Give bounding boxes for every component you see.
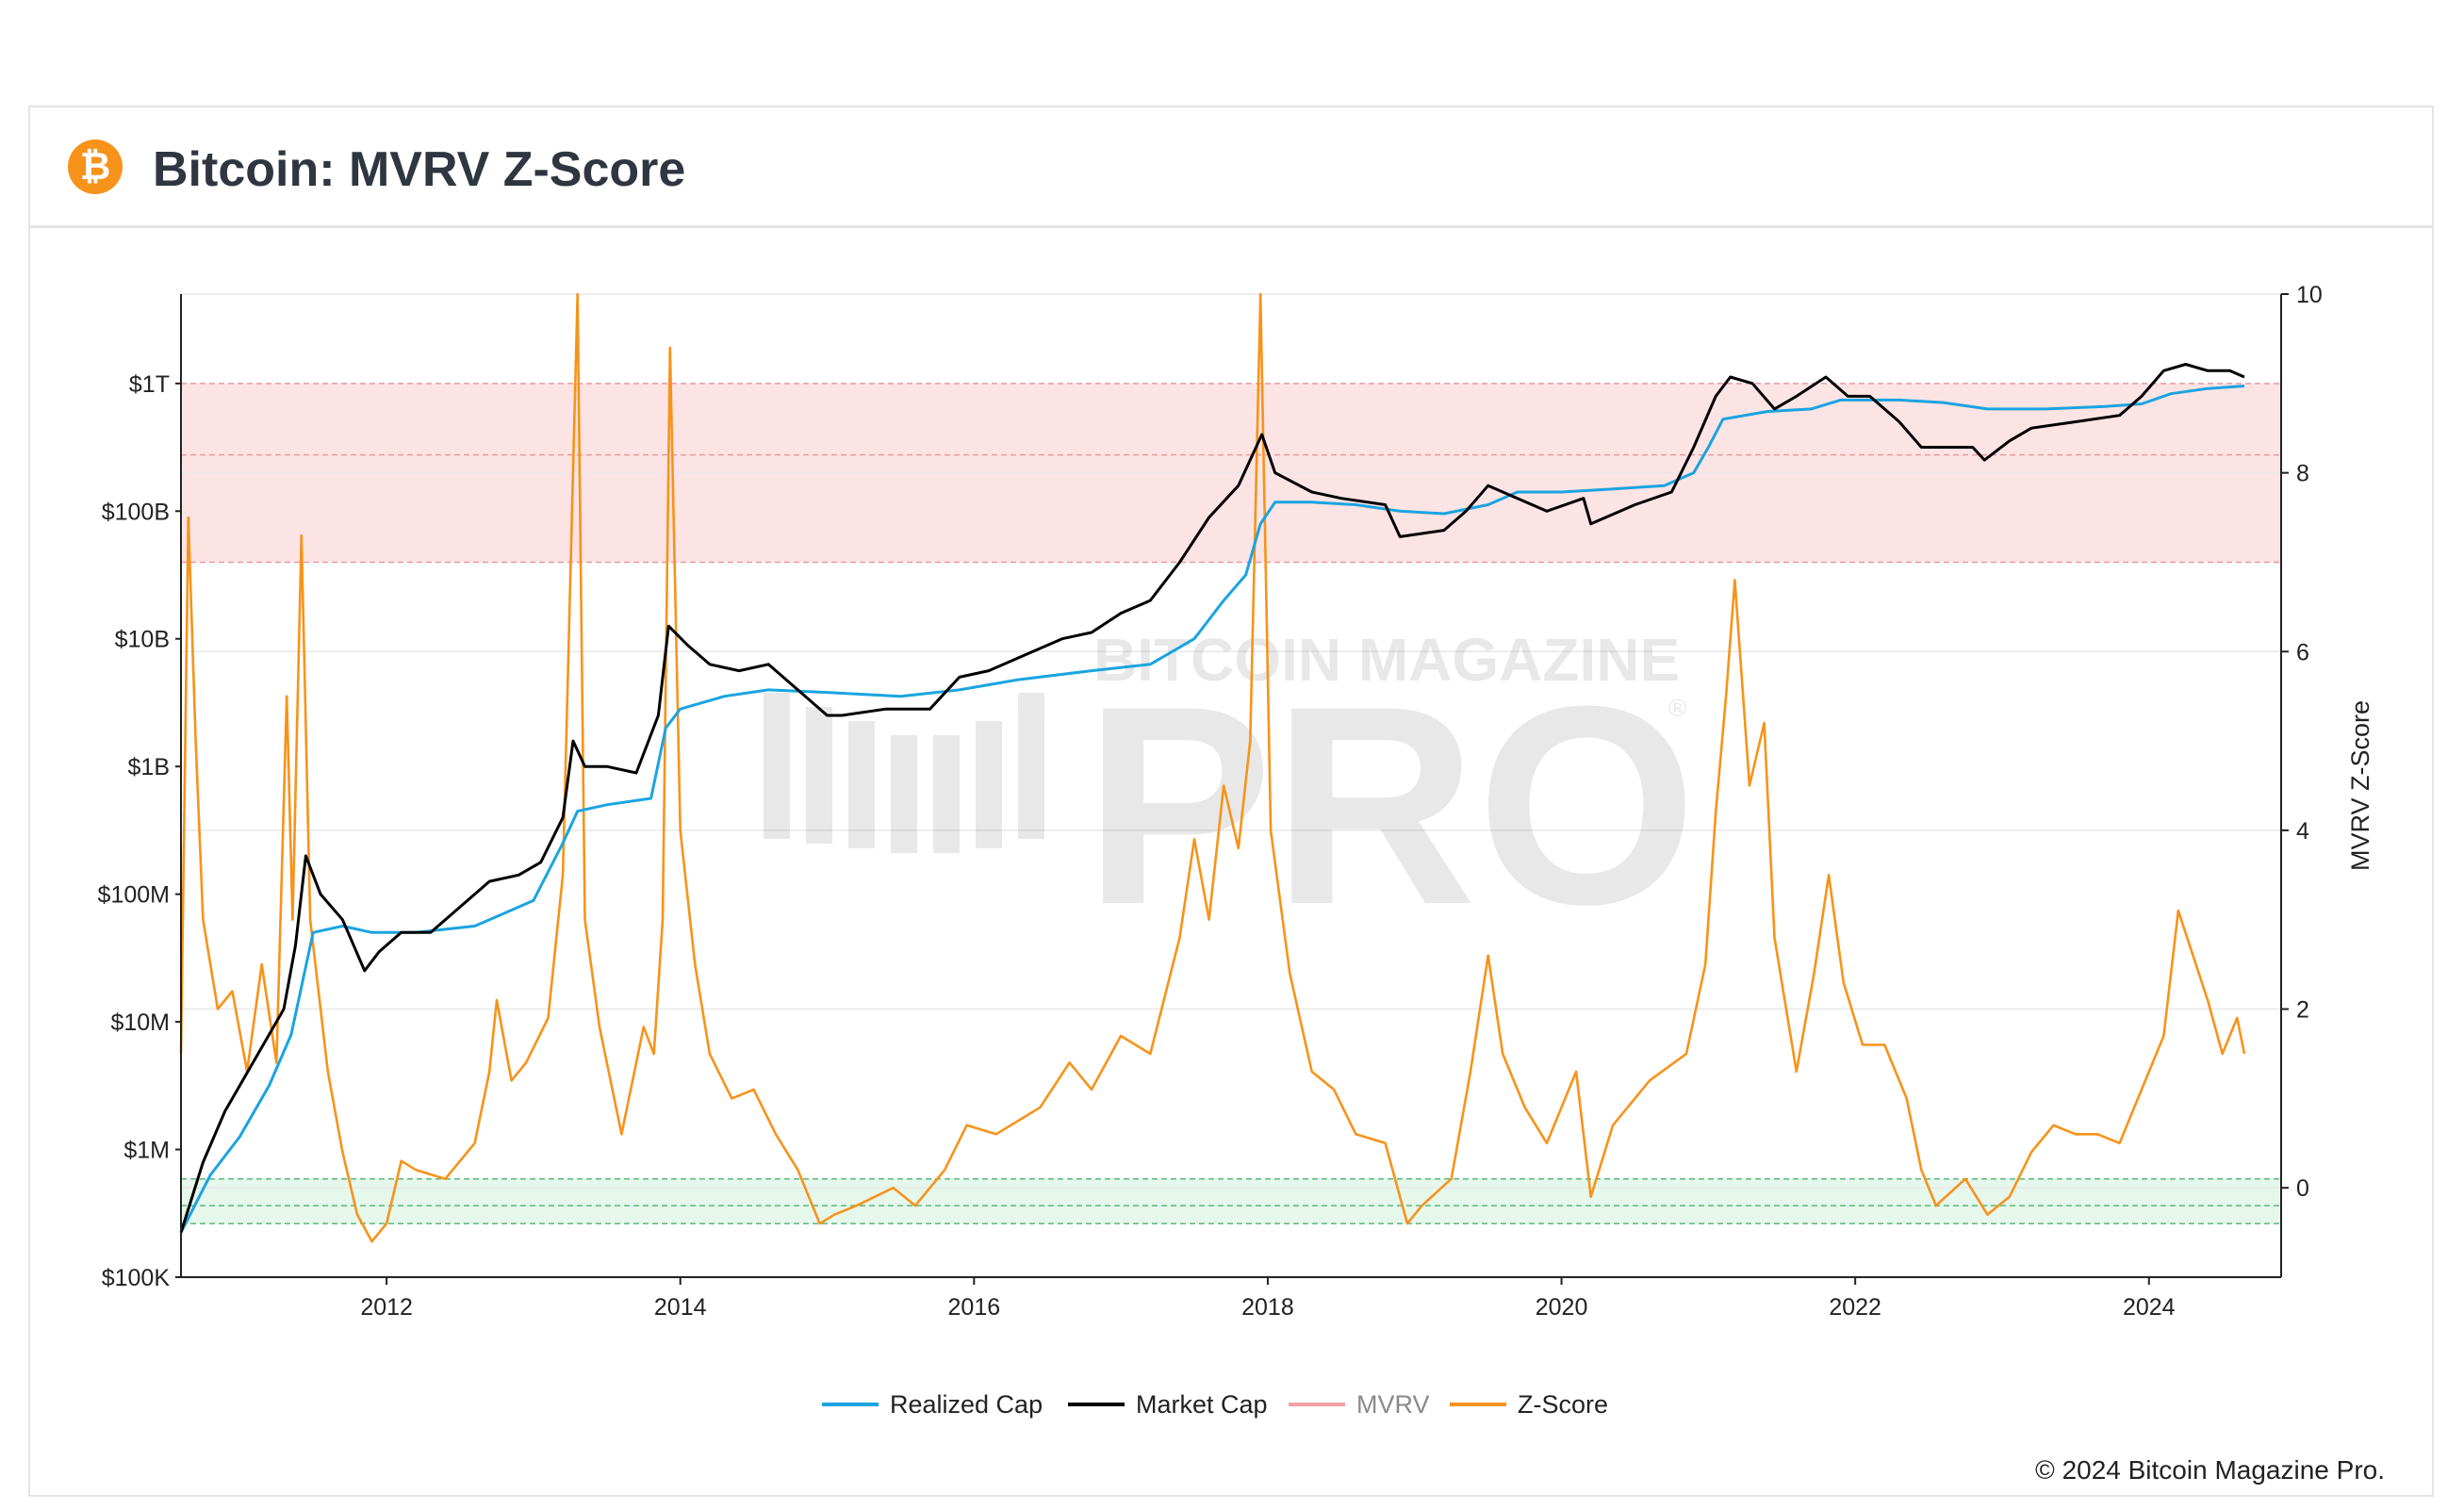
y-right-tick-label: 10: [2296, 282, 2323, 308]
x-tick-label: 2016: [948, 1294, 1001, 1321]
axes-layer: $1T $100B $10B $1B $100M $10M $1M $100K 10 8 6 4 2 0 M…: [98, 282, 2374, 1321]
y-left-tick-label: $100K: [102, 1265, 171, 1291]
z-score-line: [179, 292, 2246, 1243]
y-right-tick-label: 8: [2296, 461, 2309, 487]
market-cap-line: [179, 363, 2245, 1234]
series-layer: [179, 292, 2246, 1243]
watermark: BITCOIN MAGAZINE PRO ®: [764, 626, 1697, 963]
legend-label: Realized Cap: [890, 1390, 1043, 1419]
legend: Realized Cap Market Cap MVRV Z-Score: [822, 1390, 1608, 1419]
legend-item-z-score[interactable]: Z-Score: [1450, 1390, 1608, 1419]
y-right-tick-label: 6: [2296, 639, 2309, 665]
y-left-tick-label: $1B: [128, 754, 170, 780]
x-tick-label: 2022: [1829, 1294, 1881, 1321]
copyright-text: © 2024 Bitcoin Magazine Pro.: [2035, 1455, 2385, 1485]
y-left-tick-label: $1M: [123, 1138, 170, 1164]
y-left-tick-label: $100B: [102, 499, 170, 525]
y-left-tick-label: $100M: [98, 882, 170, 909]
legend-item-realized-cap[interactable]: Realized Cap: [822, 1390, 1043, 1419]
y-left-tick-label: $10B: [115, 627, 170, 653]
x-tick-label: 2024: [2123, 1294, 2176, 1321]
watermark-line1: BITCOIN MAGAZINE: [1093, 626, 1680, 694]
chart-card: ₿ Bitcoin: MVRV Z-Score © 2024 Bitcoin M…: [28, 106, 2434, 1497]
y-right-tick-label: 0: [2296, 1175, 2309, 1202]
legend-label: Market Cap: [1136, 1390, 1268, 1419]
x-tick-label: 2014: [654, 1294, 707, 1321]
legend-item-mvrv[interactable]: MVRV: [1289, 1390, 1430, 1419]
bitcoin-logo-icon: ₿: [68, 140, 123, 194]
y-right-tick-label: 2: [2296, 997, 2309, 1024]
x-tick-label: 2020: [1536, 1294, 1588, 1321]
card-header: ₿ Bitcoin: MVRV Z-Score: [30, 107, 2432, 228]
y-left-tick-label: $10M: [110, 1009, 170, 1036]
legend-label: Z-Score: [1518, 1390, 1608, 1419]
y-left-tick-label: $1T: [129, 371, 170, 398]
watermark-mark: ®: [1668, 694, 1686, 722]
x-tick-label: 2018: [1241, 1294, 1294, 1321]
green-zone: [181, 1178, 2281, 1224]
y-right-axis-label: MVRV Z-Score: [2346, 700, 2374, 871]
legend-label: MVRV: [1356, 1390, 1430, 1419]
legend-item-market-cap[interactable]: Market Cap: [1068, 1390, 1268, 1419]
y-right-tick-label: 4: [2296, 818, 2309, 845]
watermark-line2: PRO: [1084, 647, 1697, 963]
x-tick-label: 2012: [360, 1294, 413, 1321]
page-title: Bitcoin: MVRV Z-Score: [153, 142, 686, 197]
watermark-bars-icon: [764, 693, 1044, 853]
realized-cap-line: [179, 385, 2245, 1234]
gridlines-layer: [181, 293, 2281, 1189]
